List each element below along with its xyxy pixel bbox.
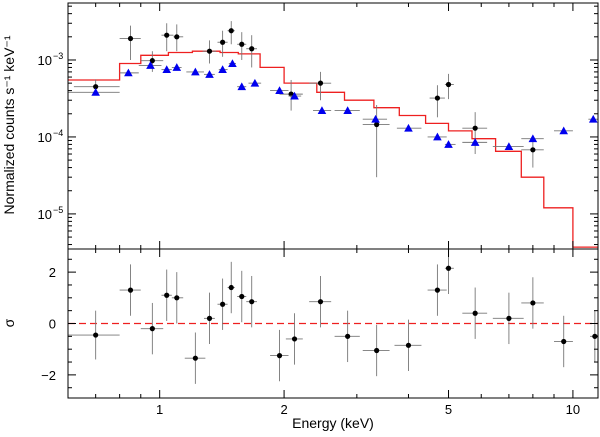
residual-point: [445, 265, 452, 271]
spectrum-y-axis-label: Normalized counts s⁻¹ keV⁻¹: [1, 35, 17, 214]
series-b-point: [205, 70, 214, 78]
series-a-point: [472, 125, 478, 131]
series-b-point: [191, 67, 200, 76]
series-a-point: [434, 95, 441, 101]
series-a-point: [288, 91, 294, 97]
y-tick-label: 10: [38, 207, 52, 222]
series-a-point: [530, 147, 536, 153]
residual-point: [345, 333, 351, 339]
series-b-point: [218, 65, 227, 74]
series-a-point: [127, 35, 134, 42]
residual-point: [561, 338, 567, 345]
series-b-point: [371, 114, 380, 123]
residual-y-tick-label: −2: [41, 368, 56, 383]
residual-point: [276, 353, 283, 359]
series-b-point: [528, 134, 538, 143]
residual-point: [506, 315, 512, 321]
y-tick-label: 10: [38, 53, 52, 68]
y-tick-exponent: −4: [53, 128, 63, 138]
spectrum-plot-area: [68, 21, 598, 248]
series-b-point: [146, 61, 155, 69]
x-tick-label: 10: [566, 402, 580, 417]
residual-point: [174, 295, 180, 301]
series-b-point: [444, 140, 453, 148]
series-b-point: [559, 126, 569, 135]
residual-point: [405, 342, 412, 348]
x-tick-label: 2: [280, 402, 287, 417]
residual-point: [472, 310, 478, 316]
series-a-point: [239, 41, 245, 47]
series-b-point: [91, 88, 100, 96]
x-tick-label: 1: [156, 402, 163, 417]
residual-point: [317, 299, 324, 305]
series-a-point: [445, 81, 452, 88]
series-a-point: [174, 34, 180, 40]
series-b-point: [237, 82, 247, 91]
series-b-point: [404, 123, 413, 132]
residual-panel: [67, 248, 599, 399]
series-b-point: [228, 59, 237, 67]
series-a-point: [249, 46, 255, 52]
residual-point: [220, 301, 226, 307]
y-tick-exponent: −5: [53, 205, 63, 215]
residual-point: [530, 300, 536, 306]
series-b-point: [124, 68, 133, 77]
x-axis-label: Energy (keV): [292, 415, 374, 431]
series-b-point: [343, 106, 352, 115]
y-tick-exponent: −3: [53, 51, 63, 61]
residual-point: [192, 355, 198, 361]
series-a-point: [374, 121, 380, 128]
residual-point: [239, 293, 245, 300]
series-a-point: [228, 28, 234, 34]
series-a-point: [149, 58, 155, 64]
residual-point: [374, 347, 380, 354]
series-b-point: [317, 106, 327, 115]
series-b-point: [275, 86, 284, 95]
residual-point: [164, 292, 170, 298]
y-tick-label: 10: [38, 130, 52, 145]
residual-point: [228, 284, 234, 291]
series-b-point: [250, 78, 260, 87]
series-a-point: [164, 32, 170, 38]
series-b-point: [588, 114, 598, 123]
residual-y-axis-label: σ: [1, 318, 17, 327]
x-tick-label: 5: [445, 402, 452, 417]
series-b-point: [504, 142, 514, 151]
spectrum-panel: [67, 2, 599, 250]
residual-point: [249, 299, 255, 305]
residual-y-tick-label: 2: [49, 265, 56, 280]
series-a-point: [93, 84, 99, 90]
series-b-point: [290, 91, 299, 100]
spectrum-frame: [67, 2, 599, 250]
residual-point: [149, 326, 155, 332]
residual-point: [127, 287, 134, 293]
residual-point: [206, 315, 213, 321]
residual-point: [93, 332, 99, 338]
series-b-point: [162, 65, 172, 74]
series-a-point: [220, 39, 226, 45]
residual-y-tick-label: 0: [49, 317, 56, 332]
series-a-point: [317, 80, 324, 86]
residual-plot-area: [68, 249, 598, 384]
series-b-point: [433, 132, 442, 141]
residual-point: [434, 287, 441, 293]
residual-point: [291, 336, 298, 342]
model-step-line: [68, 50, 598, 248]
series-b-point: [172, 63, 182, 71]
series-b-point: [470, 138, 480, 146]
series-a-point: [206, 48, 213, 54]
